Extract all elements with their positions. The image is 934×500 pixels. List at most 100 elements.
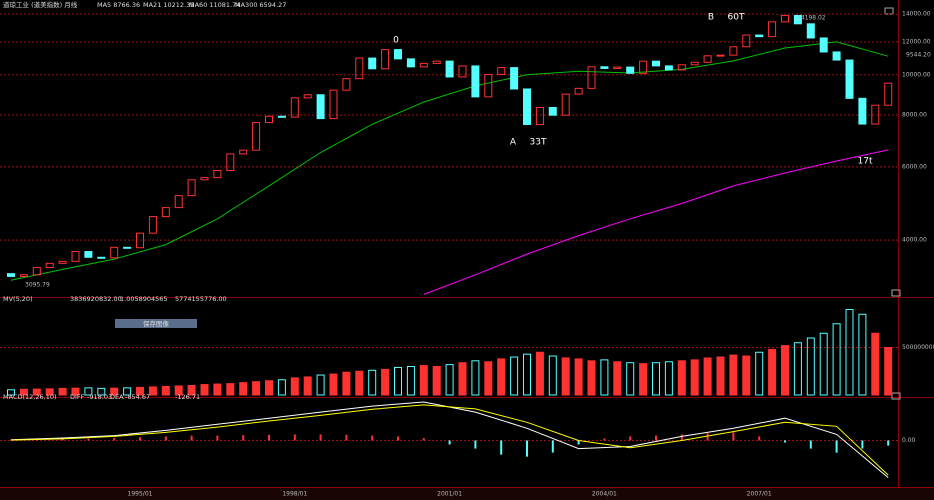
volume-bar [664, 361, 673, 396]
candle [587, 66, 596, 89]
volume-bar [845, 309, 854, 396]
candle [626, 66, 635, 74]
annotation: 17t [858, 157, 873, 167]
candle [703, 55, 712, 63]
candle [871, 104, 880, 125]
volume-bar [497, 358, 506, 396]
volume-bar [832, 323, 841, 396]
candle [148, 216, 157, 234]
volume-bar [58, 387, 67, 396]
candle [226, 153, 235, 172]
candle [316, 94, 325, 120]
candle [303, 94, 312, 99]
volume-bar [484, 361, 493, 396]
candle [458, 65, 467, 78]
annotation: 14198.02 [797, 15, 826, 22]
volume-bar [136, 386, 144, 396]
y-tick-label: 14000.00 [902, 11, 931, 18]
annotation: 60T [728, 13, 745, 23]
volume-bar [884, 347, 893, 396]
indicator: MA5 8766.36 [97, 1, 140, 9]
volume-bar [652, 362, 660, 396]
x-tick-label: 2001/01 [437, 491, 462, 498]
y-tick-label: 8000.00 [902, 112, 927, 119]
candle [471, 65, 480, 98]
annotation: B [708, 13, 714, 23]
candle [781, 14, 789, 23]
volume-bar [548, 355, 557, 396]
candle [793, 14, 802, 25]
volume-bar [806, 337, 815, 396]
volume-bar [381, 368, 390, 396]
annotation: 9544.20 [906, 52, 931, 59]
volume-bar [265, 380, 273, 396]
candle [484, 73, 493, 98]
candle [832, 51, 841, 61]
candle [510, 67, 519, 90]
volume-bar [252, 381, 261, 396]
volume-bar [394, 366, 402, 396]
candle [497, 67, 506, 75]
save-button[interactable] [115, 319, 197, 328]
candle [600, 66, 609, 69]
candle [368, 57, 377, 70]
candle [845, 59, 854, 99]
candle [729, 46, 738, 56]
panel-header: -854.67 [125, 393, 150, 401]
volume-bar [32, 388, 41, 396]
volume-bar [213, 383, 222, 396]
x-tick-label: 2007/01 [747, 491, 772, 498]
volume-bar [690, 359, 699, 396]
volume-bar [432, 366, 441, 396]
candle [613, 66, 622, 69]
annotation: 3095.79 [25, 282, 50, 289]
candle [252, 122, 261, 151]
candle [535, 106, 544, 125]
candle [329, 89, 338, 120]
candle [755, 34, 764, 38]
volume-bar [45, 388, 54, 396]
candle [677, 64, 686, 71]
volume-bar [290, 377, 299, 396]
panel-control[interactable] [891, 392, 901, 400]
volume-bar [871, 332, 880, 396]
candle [161, 207, 170, 218]
volume-bar [729, 354, 738, 396]
panel-control[interactable] [891, 289, 901, 297]
candle [884, 82, 893, 106]
candle [664, 65, 673, 71]
candle [742, 34, 751, 48]
candle [97, 256, 106, 259]
volume-bar [419, 365, 428, 396]
panel-header: -126.71 [175, 393, 200, 401]
macd-line [10, 404, 889, 476]
candle [394, 49, 402, 60]
panel-header: DEA [110, 393, 124, 401]
volume-bar [19, 388, 28, 396]
candle [523, 88, 531, 125]
volume-bar [71, 387, 80, 396]
volume-bar [626, 362, 635, 396]
annotation: 33T [530, 138, 547, 148]
volume-bar [97, 387, 106, 396]
save-button-label[interactable]: 保存图像 [143, 319, 170, 328]
volume-bar [239, 382, 248, 396]
candle [200, 177, 209, 181]
volume-bar [187, 385, 196, 396]
volume-bar [768, 348, 777, 396]
candle [561, 93, 570, 116]
volume-bar [523, 353, 531, 396]
y-tick-label: 5000000000 [902, 344, 934, 351]
volume-bar [716, 356, 725, 396]
candle [406, 58, 415, 68]
panel-header: 5774155776.00 [175, 295, 227, 303]
volume-bar [600, 359, 609, 396]
chart-title: 道琼工业 (道美指数) 月线 [3, 0, 78, 9]
candle [174, 195, 183, 209]
volume-bar [677, 360, 686, 396]
candle [136, 232, 144, 249]
volume-bar [858, 313, 867, 396]
candle [58, 260, 67, 264]
volume-bar [639, 363, 648, 396]
